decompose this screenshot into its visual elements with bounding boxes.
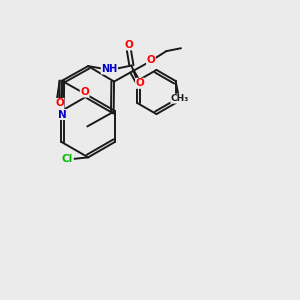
Text: N: N xyxy=(58,110,67,119)
Text: O: O xyxy=(147,55,155,65)
Text: NH: NH xyxy=(101,64,118,74)
Text: Cl: Cl xyxy=(62,154,73,164)
Text: O: O xyxy=(80,87,89,97)
Text: O: O xyxy=(55,98,64,109)
Text: CH₃: CH₃ xyxy=(171,94,189,103)
Text: O: O xyxy=(124,40,133,50)
Text: O: O xyxy=(136,78,144,88)
